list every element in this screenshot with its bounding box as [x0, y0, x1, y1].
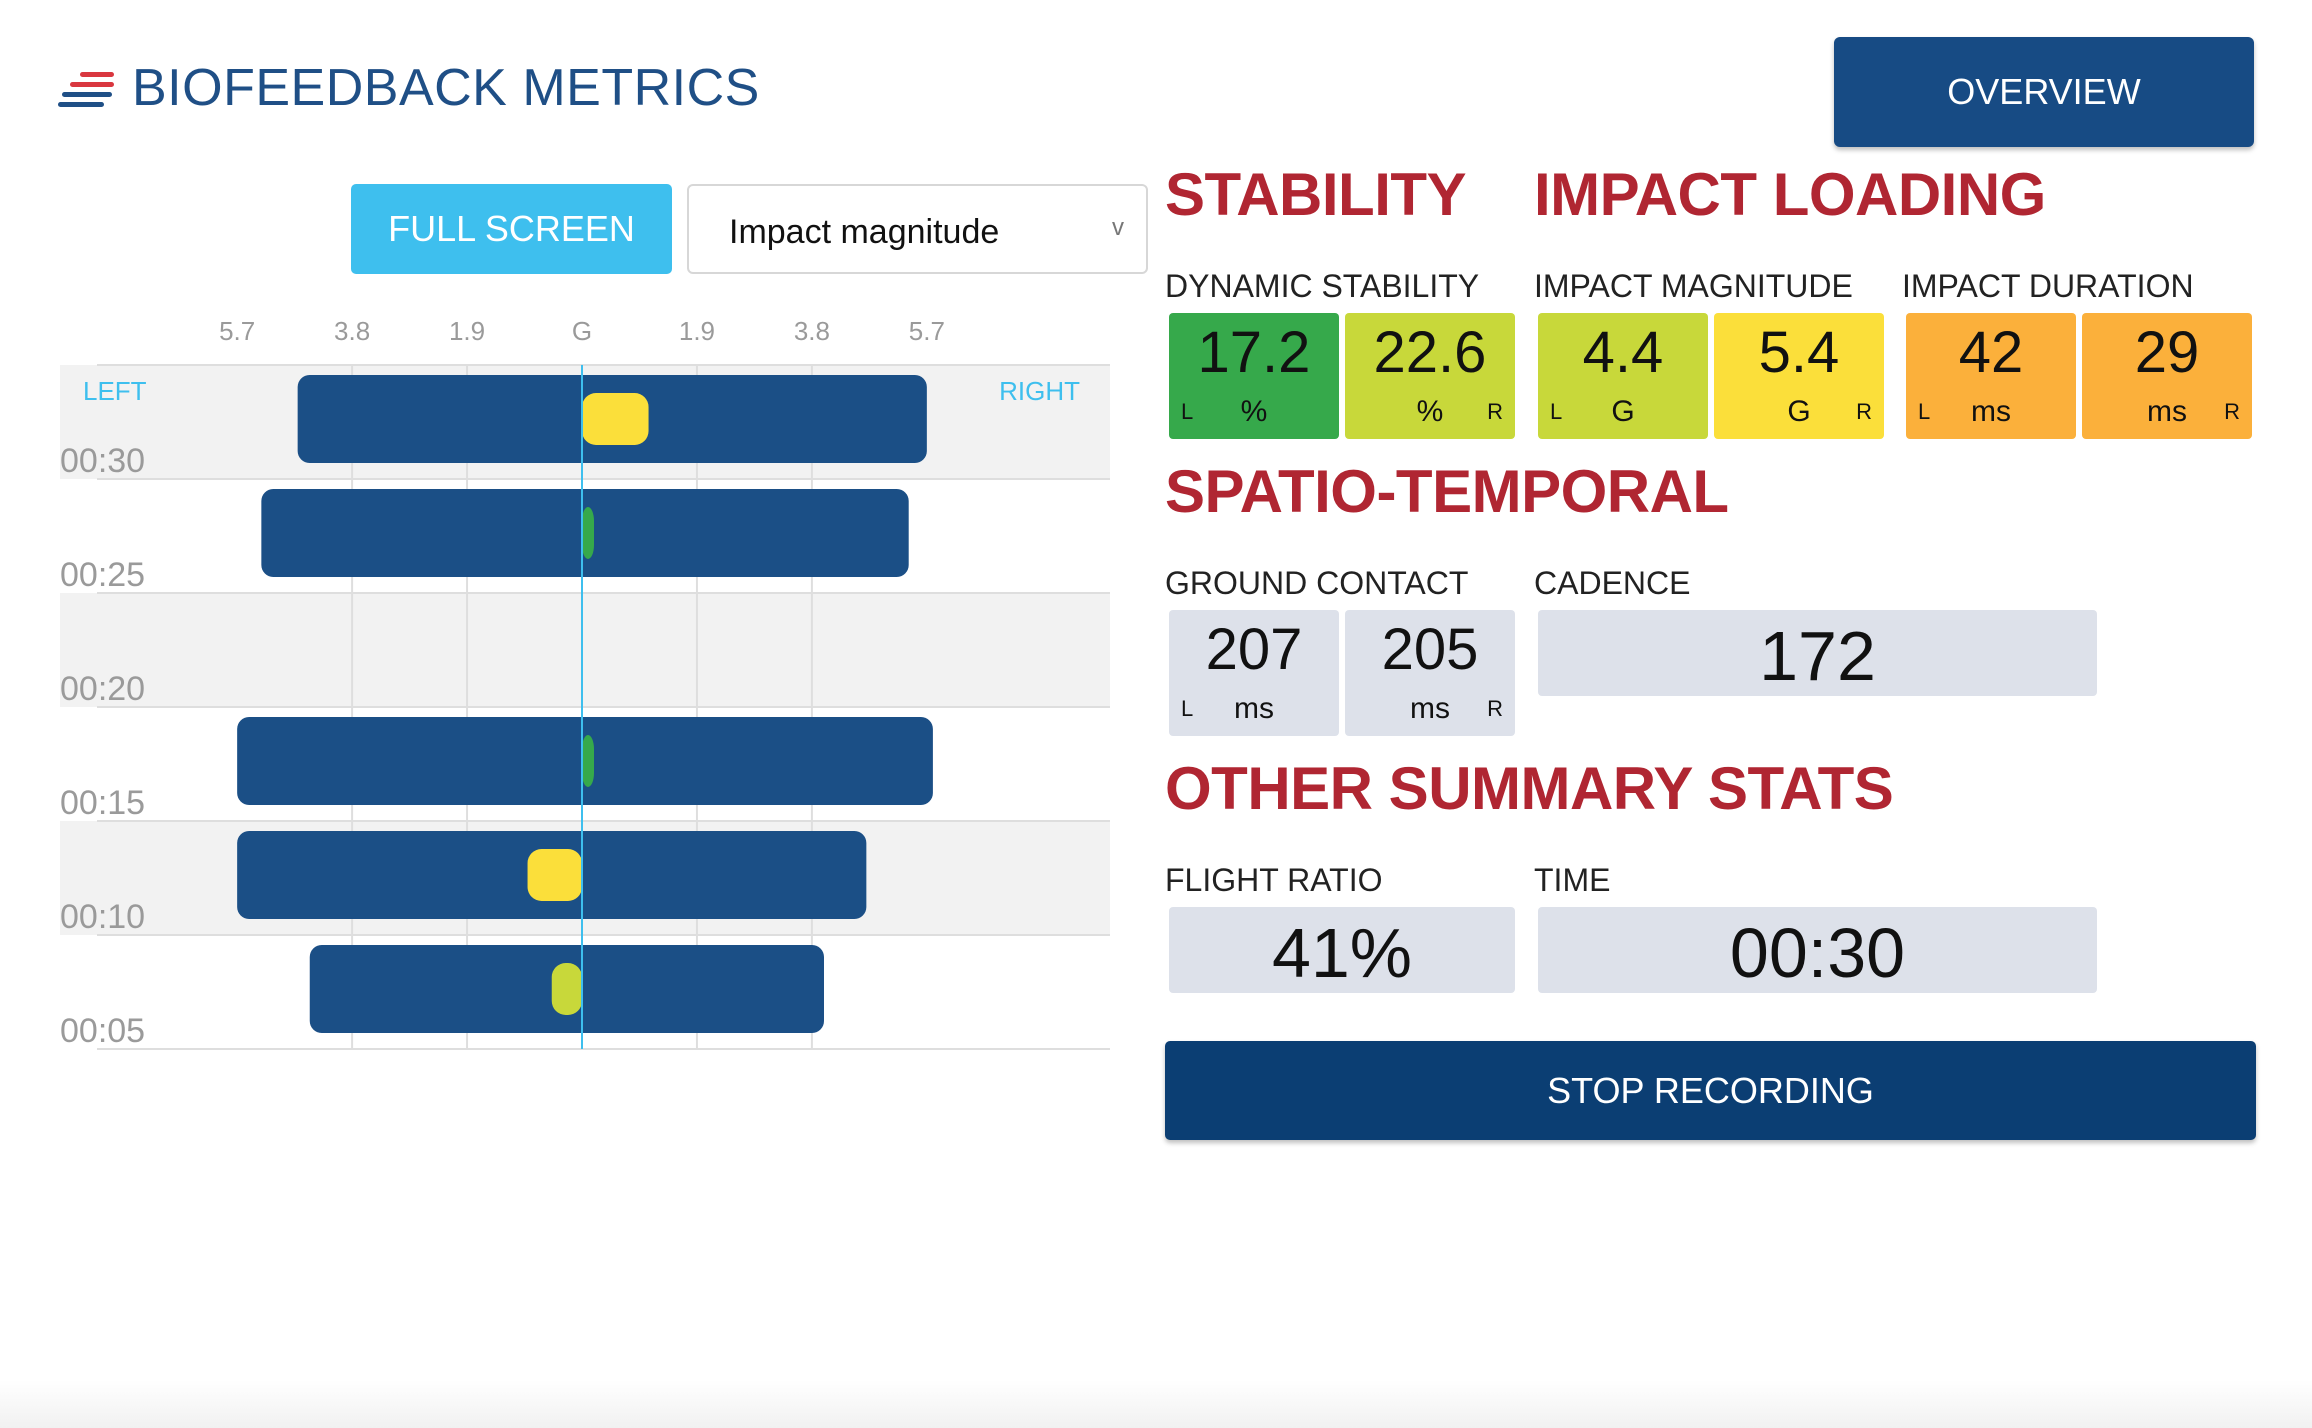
left-marker: L [1181, 696, 1194, 721]
impact-dur-right-unit: ms [2147, 395, 2187, 428]
stop-recording-button[interactable]: STOP RECORDING [1165, 1041, 2256, 1140]
full-screen-button[interactable]: FULL SCREEN [351, 184, 672, 274]
ground-contact-left-unit: ms [1234, 692, 1274, 725]
ground-contact-left-tile: 207 ms L [1169, 610, 1339, 736]
ground-contact-label: GROUND CONTACT [1165, 565, 1469, 601]
impact-chart-svg: 5.7 3.8 1.9 G 1.9 3.8 5.7 LEFT RIGHT 00:30 00:25 00… [60, 316, 1110, 1050]
time-label: 00:10 [60, 898, 145, 936]
x-tick-label: 1.9 [449, 316, 485, 346]
time-label: 00:30 [60, 442, 145, 480]
time-label: 00:15 [60, 784, 145, 822]
right-marker: R [1487, 696, 1503, 721]
stability-right-value: 22.6 [1373, 320, 1487, 385]
stability-left-value: 17.2 [1197, 320, 1311, 385]
cadence-tile: 172 [1538, 610, 2097, 696]
dynamic-stability-label: DYNAMIC STABILITY [1165, 268, 1480, 304]
metric-select[interactable]: Impact magnitude v [687, 184, 1148, 274]
app-logo-icon [58, 70, 118, 110]
flight-ratio-value: 41% [1271, 914, 1413, 992]
row-stripe [60, 593, 1110, 707]
impact-dur-right-value: 29 [2134, 320, 2200, 385]
stability-left-tile: 17.2 % L [1169, 313, 1339, 439]
asymmetry-indicator [582, 393, 649, 445]
impact-mag-right-tile: 5.4 G R [1714, 313, 1884, 439]
flight-ratio-tile: 41% [1169, 907, 1515, 993]
impact-dur-left-value: 42 [1958, 320, 2024, 385]
impact-mag-right-unit: G [1787, 395, 1811, 428]
x-tick-label: 1.9 [679, 316, 715, 346]
time-label: TIME [1534, 862, 1611, 898]
left-marker: L [1550, 399, 1563, 424]
time-label: 00:05 [60, 1012, 145, 1050]
cadence-value: 172 [1759, 617, 1876, 695]
asymmetry-indicator [551, 963, 582, 1015]
cadence-label: CADENCE [1534, 565, 1691, 601]
asymmetry-indicator [582, 507, 594, 559]
ground-contact-right-tile: 205 ms R [1345, 610, 1515, 736]
spatio-temporal-heading: SPATIO-TEMPORAL [1165, 458, 1729, 525]
left-side-label: LEFT [83, 376, 147, 406]
chevron-down-icon: v [1112, 214, 1124, 241]
impact-magnitude-label: IMPACT MAGNITUDE [1534, 268, 1853, 304]
impact-mag-left-value: 4.4 [1582, 320, 1664, 385]
x-tick-label: 5.7 [219, 316, 255, 346]
impact-mag-left-tile: 4.4 G L [1538, 313, 1708, 439]
page-title: BIOFEEDBACK METRICS [132, 59, 760, 117]
right-marker: R [1856, 399, 1872, 424]
overview-button[interactable]: OVERVIEW [1834, 37, 2254, 147]
time-tile: 00:30 [1538, 907, 2097, 993]
asymmetry-indicator [527, 849, 582, 901]
impact-loading-heading: IMPACT LOADING [1534, 161, 2046, 228]
ground-contact-right-unit: ms [1410, 692, 1450, 725]
time-label: 00:20 [60, 670, 145, 708]
impact-mag-left-unit: G [1611, 395, 1635, 428]
time-value: 00:30 [1729, 914, 1906, 992]
right-marker: R [2224, 399, 2240, 424]
asymmetry-indicator [582, 735, 594, 787]
metric-select-value: Impact magnitude [729, 213, 1000, 251]
stability-right-tile: 22.6 % R [1345, 313, 1515, 439]
impact-dur-right-tile: 29 ms R [2082, 313, 2252, 439]
flight-ratio-label: FLIGHT RATIO [1165, 862, 1383, 898]
impact-mag-right-value: 5.4 [1758, 320, 1840, 385]
x-tick-label: 5.7 [909, 316, 945, 346]
time-label: 00:25 [60, 556, 145, 594]
left-marker: L [1918, 399, 1931, 424]
x-tick-label: 3.8 [334, 316, 370, 346]
impact-dur-left-unit: ms [1971, 395, 2011, 428]
right-side-label: RIGHT [999, 376, 1080, 406]
impact-chart: 5.7 3.8 1.9 G 1.9 3.8 5.7 LEFT RIGHT 00:30 00:25 00… [60, 300, 1110, 1060]
impact-duration-label: IMPACT DURATION [1902, 268, 2194, 304]
x-tick-label: 3.8 [794, 316, 830, 346]
other-stats-heading: OTHER SUMMARY STATS [1165, 755, 1894, 822]
stability-left-unit: % [1240, 395, 1268, 428]
ground-contact-left-value: 207 [1205, 617, 1303, 682]
stability-heading: STABILITY [1165, 161, 1467, 228]
x-tick-label: G [572, 316, 592, 346]
right-marker: R [1487, 399, 1503, 424]
bottom-edge [0, 1380, 2312, 1428]
impact-dur-left-tile: 42 ms L [1906, 313, 2076, 439]
stability-right-unit: % [1416, 395, 1444, 428]
ground-contact-right-value: 205 [1381, 617, 1479, 682]
left-marker: L [1181, 399, 1194, 424]
